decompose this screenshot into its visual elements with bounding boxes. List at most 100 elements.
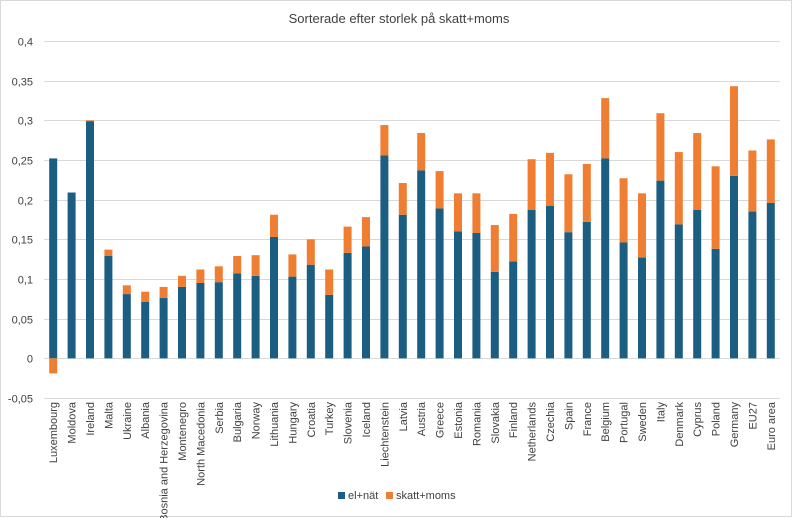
legend-swatch (386, 492, 393, 499)
bar-skatt-moms (601, 98, 610, 159)
bar-el-nat (67, 192, 76, 359)
bar-group-sweden (638, 193, 646, 359)
x-tick-label: Slovakia (490, 401, 502, 443)
bar-skatt-moms (214, 266, 223, 283)
x-tick-label: Spain (563, 402, 575, 430)
bar-skatt-moms (86, 120, 94, 122)
x-tick-label: Hungary (287, 402, 299, 444)
bar-el-nat (490, 271, 499, 359)
bar-group-ireland (86, 120, 94, 359)
bar-skatt-moms (270, 214, 278, 237)
x-tick-label: France (582, 402, 594, 436)
bar-group-greece (435, 171, 444, 359)
bar-el-nat (472, 232, 481, 359)
x-tick-label: Moldova (67, 401, 79, 443)
bar-el-nat (141, 302, 150, 359)
bar-group-montenegro (178, 275, 186, 359)
bar-skatt-moms (674, 152, 683, 225)
bar-skatt-moms (380, 125, 389, 156)
bar-group-serbia (214, 266, 223, 359)
bar-group-germany (730, 86, 738, 359)
bar-skatt-moms (325, 269, 334, 295)
bar-el-nat (730, 175, 738, 359)
x-tick-label: Ukraine (122, 402, 134, 440)
x-tick-label: Luxembourg (48, 402, 60, 463)
x-tick-label: Estonia (453, 401, 465, 439)
bar-group-finland (509, 213, 518, 359)
bar-el-nat (380, 155, 389, 359)
bar-group-luxembourg (49, 158, 58, 374)
bar-group-spain (564, 174, 573, 359)
bar-el-nat (527, 209, 536, 359)
legend-label: skatt+moms (396, 490, 456, 502)
bar-el-nat (49, 158, 58, 359)
bar-group-czechia (546, 152, 554, 359)
y-tick-label: 0,4 (18, 37, 33, 49)
bar-el-nat (86, 121, 94, 359)
x-tick-label: Bulgaria (232, 401, 244, 442)
bar-group-romania (472, 193, 481, 359)
x-tick-label: Sweden (637, 402, 649, 442)
bar-group-cyprus (693, 133, 702, 359)
bar-skatt-moms (656, 113, 665, 181)
bar-el-nat (398, 214, 407, 359)
bar-el-nat (454, 231, 462, 359)
bar-group-croatia (306, 239, 315, 359)
legend-label: el+nät (348, 490, 378, 502)
y-tick-label: 0,3 (18, 116, 33, 128)
bar-skatt-moms (398, 183, 407, 215)
bar-skatt-moms (362, 217, 370, 247)
bar-group-malta (104, 249, 113, 359)
y-tick-label: 0,2 (18, 196, 33, 208)
bar-skatt-moms (730, 86, 738, 176)
bar-el-nat (104, 255, 113, 359)
bar-skatt-moms (251, 255, 260, 276)
x-axis-tick-labels: Luxembourg Moldova Ireland Malta Ukraine Alba… (48, 401, 778, 518)
bar-el-nat (270, 236, 278, 359)
y-tick-label: 0,35 (12, 77, 33, 89)
bar-skatt-moms (417, 133, 426, 171)
bar-el-nat (122, 294, 131, 359)
bars (49, 86, 775, 374)
bar-group-north-macedonia (196, 269, 205, 359)
bar-skatt-moms (122, 285, 131, 295)
bar-el-nat (178, 286, 186, 359)
x-tick-label: Albania (140, 401, 152, 439)
x-tick-label: Finland (508, 402, 520, 438)
bar-skatt-moms (196, 269, 205, 283)
bar-el-nat (159, 298, 168, 359)
x-tick-label: Montenegro (177, 402, 189, 461)
bar-skatt-moms (288, 254, 297, 277)
y-tick-label: 0,05 (12, 315, 33, 327)
x-tick-label: Netherlands (527, 402, 539, 462)
bar-el-nat (251, 275, 260, 359)
x-tick-label: Slovenia (343, 401, 355, 444)
x-tick-label: Norway (251, 402, 263, 440)
bar-group-italy (656, 113, 665, 359)
bar-el-nat (638, 257, 646, 359)
bar-skatt-moms (306, 239, 315, 265)
bar-skatt-moms (564, 174, 573, 233)
bar-group-moldova (67, 192, 76, 359)
bar-group-france (582, 163, 591, 359)
bar-el-nat (693, 209, 702, 359)
legend-swatch (338, 492, 345, 499)
bar-group-estonia (454, 193, 462, 359)
bar-skatt-moms (49, 358, 58, 374)
bar-group-slovenia (343, 226, 352, 359)
bar-el-nat (417, 170, 426, 359)
bar-group-liechtenstein (380, 125, 389, 359)
bar-group-austria (417, 133, 426, 359)
bar-skatt-moms (766, 139, 775, 203)
bar-el-nat (766, 202, 775, 359)
bar-group-portugal (619, 178, 628, 359)
bar-group-netherlands (527, 159, 536, 359)
bar-skatt-moms (454, 193, 462, 232)
x-tick-label: Greece (435, 402, 447, 438)
y-axis-tick-labels: 0,4 0,35 0,3 0,25 0,2 0,15 0,1 0,05 0 -0,05 (8, 37, 33, 406)
x-tick-label: Liechtenstein (379, 402, 391, 467)
x-tick-label: Italy (655, 402, 667, 423)
x-tick-label: Austria (416, 401, 428, 436)
